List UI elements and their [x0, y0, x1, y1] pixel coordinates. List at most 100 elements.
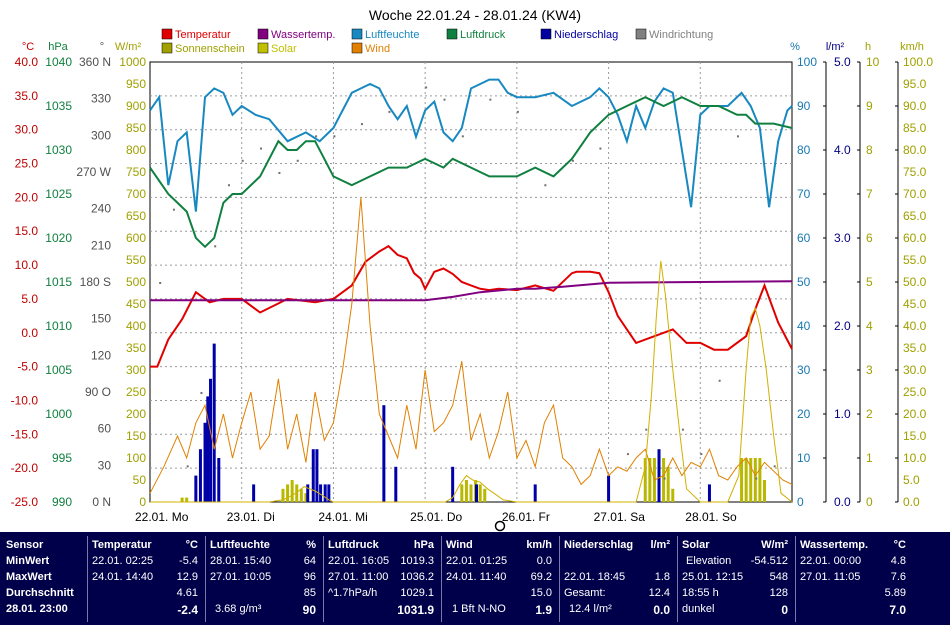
- legend-label-1: Wassertemp.: [271, 29, 335, 41]
- stats-max-solar_time: 25.01. 12:15: [682, 571, 744, 583]
- y-tick-solar: 450: [126, 297, 146, 311]
- stats-min-wind_time: 22.01. 01:25: [446, 555, 508, 567]
- y-tick-direction: 210: [91, 238, 111, 252]
- direction-point: [599, 147, 602, 150]
- legend-label-8: Wind: [365, 43, 390, 55]
- stats-panel: Sensor MinWert MaxWert Durchschnitt 28.01. 2…: [0, 532, 950, 625]
- x-tick-label: 24.01. Mi: [318, 510, 367, 524]
- stats-current-rain_extra: 12.4 l/m²: [569, 603, 612, 615]
- direction-point: [333, 135, 336, 138]
- stats-row: 22.01. 00:00 4.8: [800, 554, 908, 570]
- y-tick-wind: 95.0: [903, 77, 927, 91]
- rain-bar: [315, 449, 319, 502]
- stats-max-wind_time: 24.01. 11:40: [446, 571, 507, 583]
- stats-separator: [795, 536, 796, 622]
- y-tick-wind: 65.0: [903, 209, 927, 223]
- y-tick-solar: 1000: [119, 55, 146, 69]
- axis-unit-humidity: %: [790, 41, 800, 53]
- y-tick-temp: -15.0: [11, 427, 39, 441]
- stats-row: Elevation -54.512: [682, 554, 790, 570]
- legend-swatch-2: [351, 28, 363, 40]
- legend-label-2: Luftfeuchte: [365, 29, 419, 41]
- y-tick-wind: 50.0: [903, 275, 927, 289]
- axis-unit-direction: °: [100, 41, 104, 53]
- direction-point: [516, 110, 519, 113]
- stats-row: Gesamt: 12.4: [564, 586, 672, 602]
- stats-avg-hum_val: 85: [303, 587, 316, 599]
- stats-current-temp_val: -2.4: [177, 603, 198, 617]
- y-tick-direction: 240: [91, 202, 111, 216]
- stats-header-solar_unit: W/m²: [761, 539, 788, 551]
- y-tick-direction: 150: [91, 312, 111, 326]
- stats-row: ^1.7hPa/h 1029.1: [328, 586, 436, 602]
- y-tick-direction: 300: [91, 128, 111, 142]
- rain-bar: [311, 449, 315, 502]
- sunshine-bar: [286, 484, 290, 502]
- y-tick-solar: 300: [126, 363, 146, 377]
- x-tick-label: 27.01. Sa: [594, 510, 646, 524]
- y-tick-sunhours: 0: [866, 495, 873, 509]
- stats-row: 22.01. 18:45 1.8: [564, 570, 672, 586]
- direction-point: [461, 135, 464, 138]
- stats-min-water_val: 4.8: [890, 555, 906, 567]
- y-tick-wind: 30.0: [903, 363, 927, 377]
- y-tick-rain: 4.0: [834, 143, 851, 157]
- y-tick-wind: 45.0: [903, 297, 927, 311]
- sunshine-bar: [483, 488, 487, 502]
- stats-current-hum_val: 90: [302, 603, 316, 617]
- x-tick-label: 22.01. Mo: [135, 510, 189, 524]
- direction-point: [227, 184, 230, 187]
- y-tick-wind: 85.0: [903, 121, 927, 135]
- sunshine-bar: [180, 497, 184, 502]
- stats-column-3: Luftdruck hPa 22.01. 16:05 1019.3 27.01. 11:…: [328, 538, 436, 622]
- rain-bar: [252, 484, 256, 502]
- stats-avg-temp_val: 4.61: [176, 587, 198, 599]
- direction-point: [159, 282, 162, 284]
- y-tick-solar: 850: [126, 121, 146, 135]
- legend-label-0: Temperatur: [175, 29, 231, 41]
- chart-title: Woche 22.01.24 - 28.01.24 (KW4): [369, 7, 581, 23]
- sunshine-bar: [460, 484, 464, 502]
- stats-row: 12.4 l/m² 0.0: [564, 602, 672, 618]
- sunshine-bar: [744, 458, 748, 502]
- y-tick-humidity: 30: [797, 363, 811, 377]
- legend-label-7: Solar: [271, 43, 297, 55]
- rain-bar: [212, 343, 216, 502]
- stats-row: Luftfeuchte%: [210, 538, 318, 554]
- y-tick-solar: 50: [133, 473, 147, 487]
- direction-point: [296, 159, 299, 162]
- stats-row: Temperatur °C: [92, 538, 200, 554]
- y-tick-temp: 20.0: [15, 190, 39, 204]
- stats-row: Solar W/m²: [682, 538, 790, 554]
- y-tick-wind: 15.0: [903, 429, 927, 443]
- stats-min-temp_time: 22.01. 02:25: [92, 555, 154, 567]
- direction-point: [214, 245, 217, 248]
- y-tick-solar: 400: [126, 319, 146, 333]
- direction-point: [489, 98, 492, 101]
- series-line-0: [150, 244, 793, 368]
- sunshine-bar: [753, 458, 757, 502]
- y-tick-solar: 800: [126, 143, 146, 157]
- sunshine-bar: [749, 458, 753, 502]
- stats-min-press_val: 1019.3: [400, 555, 434, 567]
- direction-point: [736, 135, 739, 138]
- sunshine-bar: [469, 484, 473, 502]
- sunshine-bar: [740, 458, 744, 502]
- legend-label-5: Windrichtung: [649, 29, 713, 41]
- sunshine-bar: [478, 484, 482, 502]
- sunshine-bar: [304, 493, 308, 502]
- stats-header-water_unit: °C: [893, 539, 906, 551]
- series-line-3: [149, 96, 793, 249]
- stats-max-wind_val: 69.2: [530, 571, 552, 583]
- y-tick-solar: 150: [126, 429, 146, 443]
- y-tick-temp: -20.0: [11, 461, 39, 475]
- y-tick-sunhours: 4: [866, 319, 873, 333]
- stats-header-rain_unit: l/m²: [650, 539, 670, 551]
- y-tick-solar: 0: [139, 495, 146, 509]
- legend-swatch-0: [161, 28, 173, 40]
- stats-current-hum_extra: 3.68 g/m³: [215, 603, 262, 615]
- legend-swatch-4: [540, 28, 552, 40]
- stats-min-hum_time: 28.01. 15:40: [210, 555, 272, 567]
- stats-row: 27.01. 11:05 7.6: [800, 570, 908, 586]
- rain-bar: [323, 484, 327, 502]
